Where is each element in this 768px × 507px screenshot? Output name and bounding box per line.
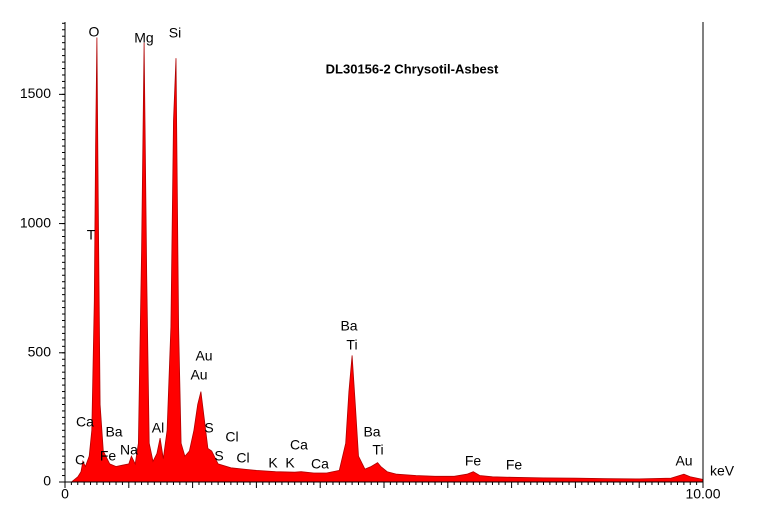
peak-label: Ca bbox=[311, 456, 329, 472]
peak-label: Fe bbox=[465, 453, 482, 469]
peak-label: Fe bbox=[506, 457, 523, 473]
peak-label: Ca bbox=[76, 414, 94, 430]
peak-label: T bbox=[87, 227, 96, 243]
peak-label: S bbox=[204, 420, 213, 436]
x-tick-label: 0 bbox=[61, 486, 69, 502]
peak-label: Ti bbox=[372, 442, 383, 458]
peak-label: Ca bbox=[290, 437, 308, 453]
peak-label: Au bbox=[675, 453, 692, 469]
y-tick-label: 1000 bbox=[20, 214, 51, 230]
peak-label: C bbox=[75, 452, 85, 468]
y-tick-label: 500 bbox=[28, 343, 52, 359]
peak-label: Mg bbox=[134, 30, 153, 46]
peak-label: K bbox=[285, 455, 295, 471]
peak-label: Fe bbox=[100, 448, 117, 464]
peak-label: O bbox=[89, 24, 100, 40]
peak-label: Cl bbox=[225, 429, 238, 445]
peak-label: Au bbox=[195, 348, 212, 364]
x-tick-label: 10.00 bbox=[685, 486, 720, 502]
peak-label: Ba bbox=[105, 424, 122, 440]
peak-label: Ti bbox=[346, 337, 357, 353]
spectrum-area bbox=[71, 37, 704, 483]
x-axis-label: keV bbox=[710, 463, 735, 479]
chart-title: DL30156-2 Chrysotil-Asbest bbox=[326, 61, 499, 76]
peak-label: Si bbox=[169, 25, 181, 41]
peak-label: Ba bbox=[363, 424, 380, 440]
y-tick-label: 0 bbox=[43, 473, 51, 489]
peak-label: Al bbox=[152, 420, 164, 436]
y-tick-label: 1500 bbox=[20, 85, 51, 101]
peak-label: Na bbox=[120, 442, 138, 458]
peak-label: K bbox=[268, 455, 278, 471]
peak-label: Ba bbox=[340, 318, 357, 334]
peak-label: Cl bbox=[236, 450, 249, 466]
peak-label: Au bbox=[190, 367, 207, 383]
peak-label: S bbox=[214, 448, 223, 464]
